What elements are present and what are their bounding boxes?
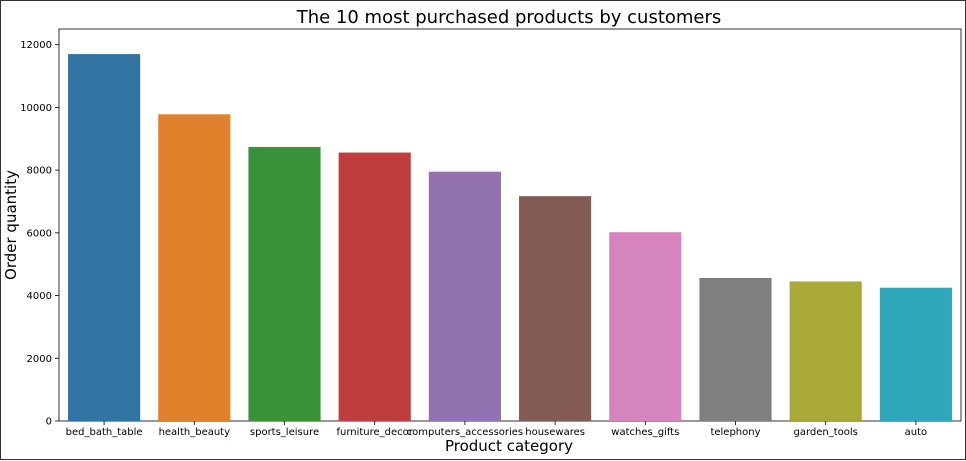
- bar-auto: [879, 287, 952, 421]
- x-tick-label: health_beauty: [159, 427, 231, 438]
- x-tick-label: watches_gifts: [611, 427, 679, 438]
- y-tick-label: 6000: [27, 228, 52, 239]
- y-tick-label: 4000: [27, 291, 52, 302]
- x-tick-label: sports_leisure: [250, 427, 319, 438]
- y-tick-label: 0: [46, 417, 52, 428]
- bars-layer: [68, 54, 952, 422]
- x-tick-label: telephony: [710, 427, 760, 438]
- x-axis-label: Product category: [445, 437, 573, 455]
- y-tick-label: 10000: [20, 103, 52, 114]
- bar-sports_leisure: [248, 146, 321, 421]
- x-tick-label: garden_tools: [793, 427, 857, 438]
- x-tick-label: computers_accessories: [407, 427, 524, 438]
- bar-furniture_decor: [338, 152, 411, 421]
- x-tick-label: housewares: [525, 427, 585, 438]
- x-axis: bed_bath_table health_beauty sports_leisur…: [66, 421, 928, 438]
- bar-health_beauty: [158, 114, 231, 422]
- bar-housewares: [519, 196, 592, 421]
- bar-watches_gifts: [609, 232, 682, 421]
- bar-garden_tools: [789, 281, 862, 421]
- y-tick-label: 12000: [20, 40, 52, 51]
- x-tick-label: auto: [905, 427, 928, 438]
- y-axis-label: Order quantity: [2, 170, 20, 280]
- y-tick-label: 8000: [27, 166, 52, 177]
- y-tick-label: 2000: [27, 354, 52, 365]
- x-tick-label: furniture_decor: [336, 427, 413, 438]
- y-axis: 0 2000 4000 6000 8000 10000 12000: [20, 40, 59, 428]
- x-tick-label: bed_bath_table: [66, 427, 143, 438]
- bar-computers_accessories: [428, 171, 501, 421]
- bar-telephony: [699, 277, 772, 421]
- chart-title: The 10 most purchased products by custom…: [296, 7, 722, 28]
- bar-bed_bath_table: [68, 54, 141, 421]
